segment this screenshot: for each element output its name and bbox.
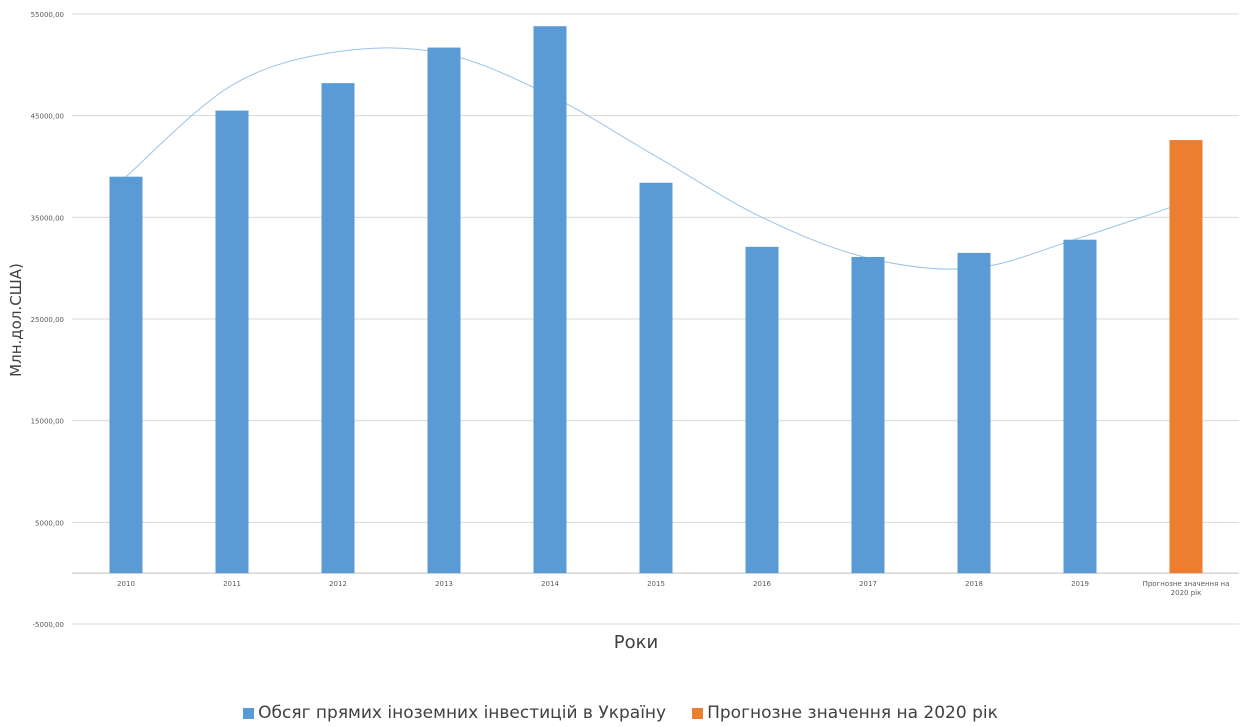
legend-item-forecast: Прогнозне значення на 2020 рік	[692, 703, 998, 723]
bar-2010	[109, 176, 143, 574]
y-tick-label: 55000,00	[31, 11, 64, 19]
x-tick-label: 2011	[223, 580, 241, 588]
y-axis-tick-labels: -5000,00 5000,00 15000,00 25000,00 35000,00 4…	[31, 11, 64, 629]
y-tick-label: 35000,00	[31, 214, 64, 222]
legend-swatch-forecast	[692, 707, 704, 719]
bar-2013	[427, 47, 461, 574]
y-tick-label: -5000,00	[33, 621, 64, 629]
x-tick-label: 2018	[965, 580, 983, 588]
x-tick-label: 2015	[647, 580, 665, 588]
y-tick-label: 15000,00	[31, 418, 64, 426]
legend-swatch-fdi	[243, 707, 255, 719]
x-tick-label: 2013	[435, 580, 453, 588]
x-tick-label: 2014	[541, 580, 559, 588]
bars	[109, 26, 1203, 574]
trendline-path	[125, 47, 1187, 270]
bar-2015	[639, 182, 673, 574]
x-tick-label: 2010	[117, 580, 135, 588]
x-tick-label: 2019	[1071, 580, 1089, 588]
x-tick-label: 2016	[753, 580, 771, 588]
y-tick-label: 25000,00	[31, 316, 64, 324]
bar-2011	[215, 110, 249, 574]
bar-2012	[321, 83, 355, 574]
x-axis-tick-labels: 2010 2011 2012 2013 2014 2015 2016 2017 2018 2019…	[117, 580, 1229, 597]
x-tick-label: 2012	[329, 580, 347, 588]
y-tick-label: 45000,00	[31, 113, 64, 121]
legend: Обсяг прямих іноземних інвестицій в Укра…	[0, 703, 1241, 723]
y-axis-title: Млн.дол.США)	[7, 263, 25, 377]
bar-2017	[851, 256, 885, 574]
y-tick-label: 5000,00	[35, 519, 64, 527]
bar-2019	[1063, 239, 1097, 574]
bar-2016	[745, 246, 779, 574]
legend-item-fdi: Обсяг прямих іноземних інвестицій в Укра…	[243, 703, 666, 723]
legend-label-forecast: Прогнозне значення на 2020 рік	[707, 703, 998, 723]
bar-прогнозне-значення-на-2020-рік	[1169, 140, 1203, 574]
trendline	[125, 47, 1187, 270]
bar-2014	[533, 26, 567, 574]
bar-2018	[957, 252, 991, 574]
x-axis-title: Роки	[614, 632, 658, 653]
x-tick-label: Прогнозне значення на 2020 рік	[1143, 580, 1230, 597]
x-tick-label: 2017	[859, 580, 877, 588]
legend-label-fdi: Обсяг прямих іноземних інвестицій в Укра…	[258, 703, 667, 723]
